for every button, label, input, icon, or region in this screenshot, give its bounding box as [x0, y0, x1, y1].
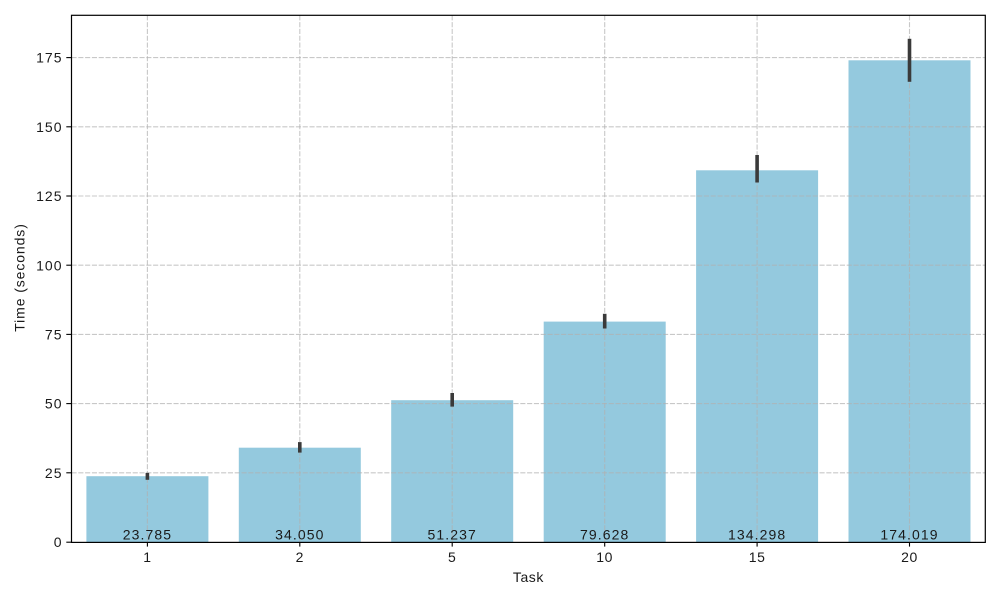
- svg-text:175: 175: [36, 50, 62, 66]
- svg-text:20: 20: [901, 549, 918, 565]
- svg-text:25: 25: [45, 465, 63, 481]
- svg-text:125: 125: [36, 188, 62, 204]
- svg-text:174.019: 174.019: [880, 527, 938, 543]
- svg-text:23.785: 23.785: [123, 527, 172, 543]
- svg-text:34.050: 34.050: [275, 527, 324, 543]
- svg-text:150: 150: [36, 119, 62, 135]
- svg-text:50: 50: [45, 396, 63, 412]
- svg-text:134.298: 134.298: [728, 527, 786, 543]
- svg-text:10: 10: [596, 549, 613, 565]
- svg-text:2: 2: [296, 549, 304, 565]
- svg-text:Task: Task: [513, 569, 544, 585]
- svg-text:0: 0: [54, 534, 63, 550]
- svg-text:51.237: 51.237: [427, 527, 476, 543]
- svg-text:Time (seconds): Time (seconds): [12, 223, 28, 332]
- svg-text:5: 5: [448, 549, 456, 565]
- svg-text:1: 1: [143, 549, 151, 565]
- svg-text:15: 15: [749, 549, 766, 565]
- svg-text:100: 100: [36, 257, 62, 273]
- svg-text:75: 75: [45, 327, 63, 343]
- svg-text:79.628: 79.628: [580, 527, 629, 543]
